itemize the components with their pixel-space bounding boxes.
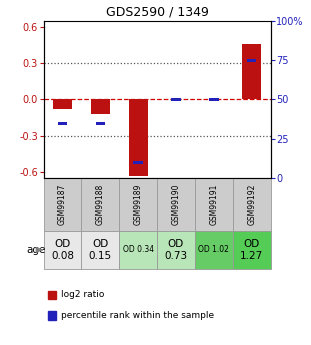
Bar xyxy=(195,178,233,230)
Bar xyxy=(44,178,81,230)
Text: GSM99189: GSM99189 xyxy=(134,184,143,225)
Text: log2 ratio: log2 ratio xyxy=(61,290,104,299)
Text: percentile rank within the sample: percentile rank within the sample xyxy=(61,311,214,320)
Text: GSM99187: GSM99187 xyxy=(58,184,67,225)
Title: GDS2590 / 1349: GDS2590 / 1349 xyxy=(106,5,208,18)
Bar xyxy=(119,230,157,269)
Bar xyxy=(171,98,181,101)
Text: OD 1.02: OD 1.02 xyxy=(198,245,229,254)
Text: OD
1.27: OD 1.27 xyxy=(240,239,263,261)
Text: GSM99191: GSM99191 xyxy=(209,184,218,225)
Bar xyxy=(81,230,119,269)
Bar xyxy=(195,230,233,269)
Text: OD
0.15: OD 0.15 xyxy=(89,239,112,261)
Bar xyxy=(53,99,72,109)
Bar xyxy=(242,44,261,99)
Bar xyxy=(58,121,67,125)
Bar xyxy=(157,230,195,269)
Bar xyxy=(91,99,110,114)
Bar xyxy=(44,230,81,269)
Bar xyxy=(209,98,219,101)
Bar xyxy=(95,121,105,125)
Text: age: age xyxy=(26,245,46,255)
Text: GSM99190: GSM99190 xyxy=(171,184,180,225)
Text: OD 0.34: OD 0.34 xyxy=(123,245,154,254)
Bar xyxy=(81,178,119,230)
Text: GSM99192: GSM99192 xyxy=(247,184,256,225)
Bar xyxy=(133,161,143,164)
Text: OD
0.08: OD 0.08 xyxy=(51,239,74,261)
Bar xyxy=(129,99,148,176)
Text: OD
0.73: OD 0.73 xyxy=(165,239,188,261)
Bar xyxy=(157,178,195,230)
Bar xyxy=(233,178,271,230)
Bar xyxy=(119,178,157,230)
Bar xyxy=(247,59,256,61)
Bar xyxy=(233,230,271,269)
Text: GSM99188: GSM99188 xyxy=(96,184,105,225)
